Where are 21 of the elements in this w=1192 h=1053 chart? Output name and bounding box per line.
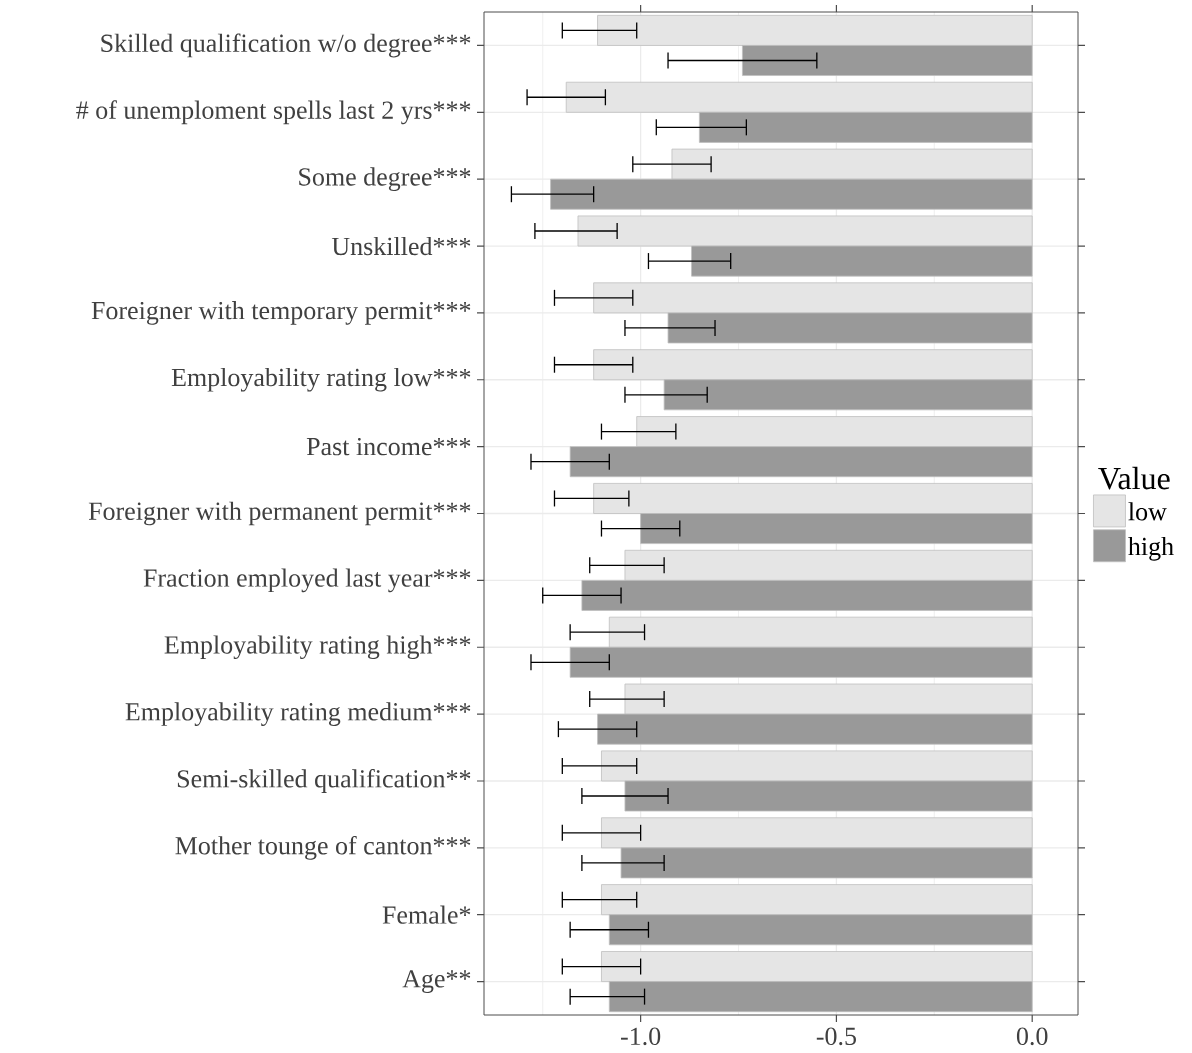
y-tick-label: Semi-skilled qualification** (177, 769, 471, 793)
y-tick-label: # of unemploment spells last 2 yrs*** (76, 100, 471, 125)
y-tick-label: Foreigner with permanent permit*** (88, 501, 471, 526)
y-tick-label: Age** (402, 970, 471, 993)
x-tick-label: -1.0 (621, 1027, 661, 1046)
y-tick-label: Female* (382, 905, 471, 924)
legend-label: low (1128, 502, 1167, 521)
legend-label: high (1128, 536, 1174, 561)
y-tick-label: Some degree*** (299, 167, 471, 191)
y-tick-label: Employability rating medium*** (125, 702, 471, 726)
y-tick-label: Fraction employed last year*** (143, 568, 471, 593)
y-tick-label: Foreigner with temporary permit*** (91, 301, 471, 325)
x-tick-label: 0.0 (1016, 1027, 1048, 1046)
legend-title: Value (1098, 466, 1170, 490)
y-tick-label: Employability rating low*** (171, 367, 471, 392)
y-tick-label: Mother tounge of canton*** (175, 835, 471, 860)
x-tick-label: -0.5 (816, 1027, 856, 1046)
y-tick-label: Employability rating high*** (164, 635, 471, 660)
y-tick-label: Unskilled*** (331, 236, 471, 256)
y-tick-label: Past income*** (306, 437, 471, 456)
y-tick-label: Skilled qualification w/o degree*** (101, 33, 471, 58)
